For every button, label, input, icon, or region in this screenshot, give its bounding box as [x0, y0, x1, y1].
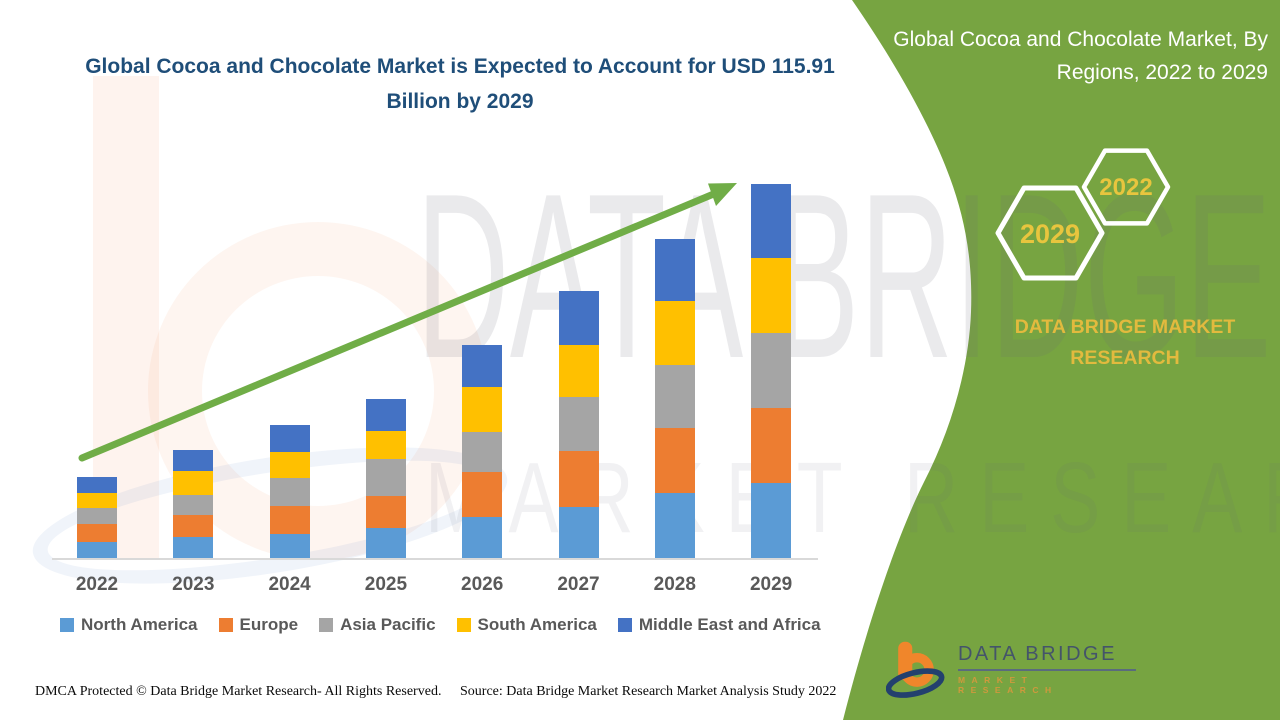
source-text: Source: Data Bridge Market Research Mark… [460, 684, 837, 699]
bar-segment-2026-middle-east-and-africa [462, 345, 503, 388]
legend-marker-north-america [60, 618, 74, 632]
bar-segment-2023-asia-pacific [173, 495, 214, 516]
stacked-bar-2026 [462, 345, 503, 558]
legend-item-middle-east-and-africa: Middle East and Africa [617, 615, 821, 635]
brand-line-1: DATA BRIDGE MARKET [1014, 316, 1236, 338]
legend-item-europe: Europe [218, 615, 299, 635]
bar-segment-2024-middle-east-and-africa [269, 424, 310, 452]
logo-swoosh [886, 668, 945, 698]
bar-segment-2022-south-america [77, 492, 117, 508]
bar-segment-2024-europe [269, 506, 310, 535]
bar-segment-2022-north-america [77, 541, 117, 558]
bar-segment-2028-europe [654, 428, 695, 494]
legend-marker-asia-pacific [319, 618, 334, 632]
bar-segment-2027-asia-pacific [558, 397, 599, 451]
data-bridge-logo: DATA BRIDGE MARKET RESEARCH [886, 634, 1136, 704]
bar-segment-2028-middle-east-and-africa [654, 238, 695, 302]
logo-mark-icon [886, 641, 945, 698]
side-panel-heading: Global Cocoa and Chocolate Market, By Re… [893, 28, 1268, 84]
stacked-bar-2029 [751, 183, 792, 558]
logo-text-block: DATA BRIDGE MARKET RESEARCH [957, 643, 1136, 695]
brand-line-2: RESEARCH [1070, 347, 1180, 370]
stacked-bar-2025 [365, 399, 406, 558]
bar-segment-2022-europe [77, 523, 117, 542]
legend-label-north-america: North America [81, 615, 198, 634]
bar-segment-2026-north-america [462, 517, 503, 558]
bar-segment-2028-south-america [654, 301, 695, 366]
brand-wordmark: DATA BRIDGE MARKET RESEARCH [1000, 312, 1250, 374]
stacked-bar-2023 [173, 450, 214, 558]
bar-segment-2024-south-america [269, 451, 310, 478]
x-axis-label-2024: 2024 [268, 574, 311, 595]
bar-segment-2023-north-america [173, 537, 214, 558]
bar-segment-2029-asia-pacific [751, 333, 792, 409]
bar-segment-2023-middle-east-and-africa [173, 450, 214, 472]
bar-segment-2025-south-america [365, 430, 406, 460]
stacked-bar-2024 [269, 424, 310, 558]
bar-segment-2022-middle-east-and-africa [77, 476, 117, 493]
stacked-bar-chart [52, 170, 818, 560]
legend-marker-south-america [456, 618, 471, 632]
bar-segment-2027-middle-east-and-africa [558, 291, 599, 346]
stacked-bar-2028 [654, 238, 695, 558]
chart-legend: North America Europe Asia Pacific South Ame… [60, 615, 821, 635]
legend-label-south-america: South America [477, 615, 597, 634]
year-hexagons: 2022 2029 [995, 148, 1171, 281]
hexagon-2022 [1081, 148, 1171, 226]
dmca-copyright-text: DMCA Protected © Data Bridge Market Rese… [35, 684, 442, 699]
bar-segment-2026-europe [462, 472, 503, 517]
bar-segment-2029-middle-east-and-africa [751, 183, 792, 259]
hexagon-2022-label: 2022 [1099, 174, 1152, 201]
x-axis-label-2027: 2027 [557, 574, 600, 595]
chart-title: Global Cocoa and Chocolate Market is Exp… [85, 55, 835, 113]
bar-segment-2029-europe [751, 408, 792, 484]
legend-label-middle-east-and-africa: Middle East and Africa [638, 615, 821, 634]
legend-marker-middle-east-and-africa [617, 618, 632, 632]
side-panel-shape [843, 0, 1280, 720]
stacked-bar-2027 [558, 291, 599, 558]
bar-segment-2027-europe [558, 450, 599, 507]
legend-item-south-america: South America [456, 615, 597, 635]
x-axis-label-2022: 2022 [75, 574, 119, 595]
legend-marker-europe [218, 618, 233, 632]
legend-item-north-america: North America [60, 615, 198, 635]
legend-label-asia-pacific: Asia Pacific [340, 615, 436, 634]
bar-segment-2025-middle-east-and-africa [365, 399, 406, 431]
bar-segment-2024-asia-pacific [269, 477, 310, 507]
bar-segment-2026-asia-pacific [462, 432, 503, 473]
x-axis-line [52, 558, 818, 560]
bar-segment-2025-north-america [365, 528, 406, 558]
x-axis-label-2029: 2029 [749, 574, 793, 595]
hexagon-2029-label: 2029 [1020, 219, 1080, 249]
bar-segment-2023-south-america [173, 471, 214, 496]
logo-subtitle: MARKET RESEARCH [957, 675, 1058, 695]
bar-segment-2023-europe [173, 515, 214, 537]
x-axis-label-2026: 2026 [461, 574, 504, 595]
bar-segment-2029-north-america [751, 483, 792, 558]
legend-item-asia-pacific: Asia Pacific [319, 615, 436, 635]
legend-label-europe: Europe [239, 615, 299, 634]
hexagon-2029 [995, 185, 1105, 281]
bar-segment-2025-europe [365, 496, 406, 528]
bar-segment-2025-asia-pacific [365, 459, 406, 497]
bar-segment-2028-north-america [654, 493, 695, 558]
bar-segment-2027-north-america [558, 507, 599, 558]
bar-segment-2022-asia-pacific [77, 507, 117, 524]
bar-segment-2027-south-america [558, 345, 599, 398]
bar-segment-2026-south-america [462, 387, 503, 433]
x-axis-label-2028: 2028 [653, 574, 696, 595]
logo-name: DATA BRIDGE [957, 643, 1136, 671]
bar-segment-2029-south-america [751, 258, 792, 334]
stacked-bar-2022 [77, 476, 117, 558]
bar-segment-2028-asia-pacific [654, 365, 695, 429]
x-axis-label-2023: 2023 [172, 574, 215, 595]
x-axis-label-2025: 2025 [364, 574, 408, 595]
bar-segment-2024-north-america [269, 534, 310, 558]
